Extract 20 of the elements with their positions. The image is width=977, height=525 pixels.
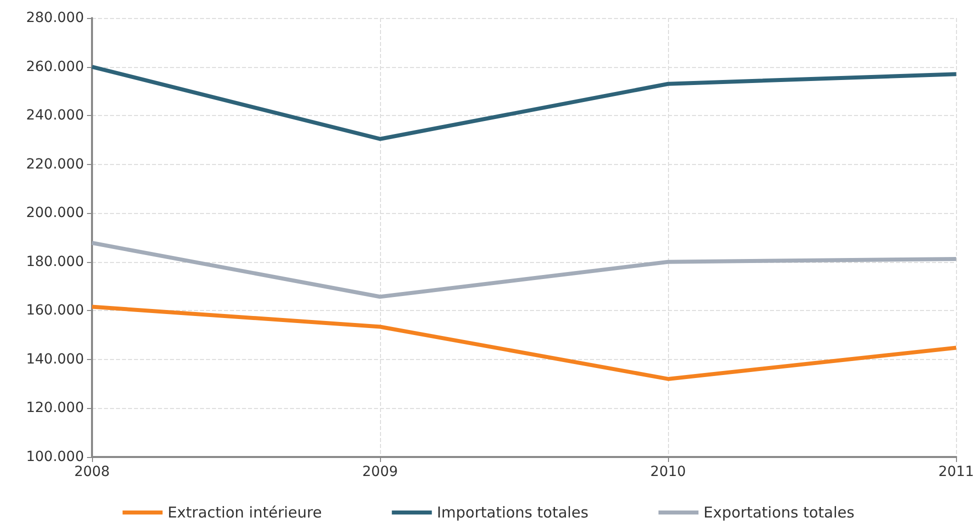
x-tick-label: 2008: [74, 464, 110, 480]
y-tick-label: 240.000: [26, 108, 84, 124]
x-tick-label: 2009: [362, 464, 398, 480]
x-tick-label: 2011: [938, 464, 974, 480]
legend-label: Exportations totales: [703, 504, 855, 522]
y-tick-label: 260.000: [26, 58, 84, 75]
y-tick-label: 140.000: [26, 351, 84, 368]
line-series: [90, 304, 958, 381]
line-series: [90, 240, 958, 299]
y-tick-label: 100.000: [26, 449, 84, 465]
x-tick-label: 2010: [650, 464, 686, 480]
y-tick-label: 180.000: [26, 254, 84, 270]
legend-label: Extraction intérieure: [168, 504, 322, 522]
line-series: [90, 64, 958, 141]
y-tick-label: 160.000: [26, 302, 84, 319]
y-tick-label: 220.000: [26, 156, 84, 172]
y-tick-label: 120.000: [26, 400, 84, 416]
y-tick-label: 280.000: [26, 10, 84, 26]
legend-label: Importations totales: [436, 504, 589, 522]
y-tick-label: 200.000: [26, 205, 84, 222]
